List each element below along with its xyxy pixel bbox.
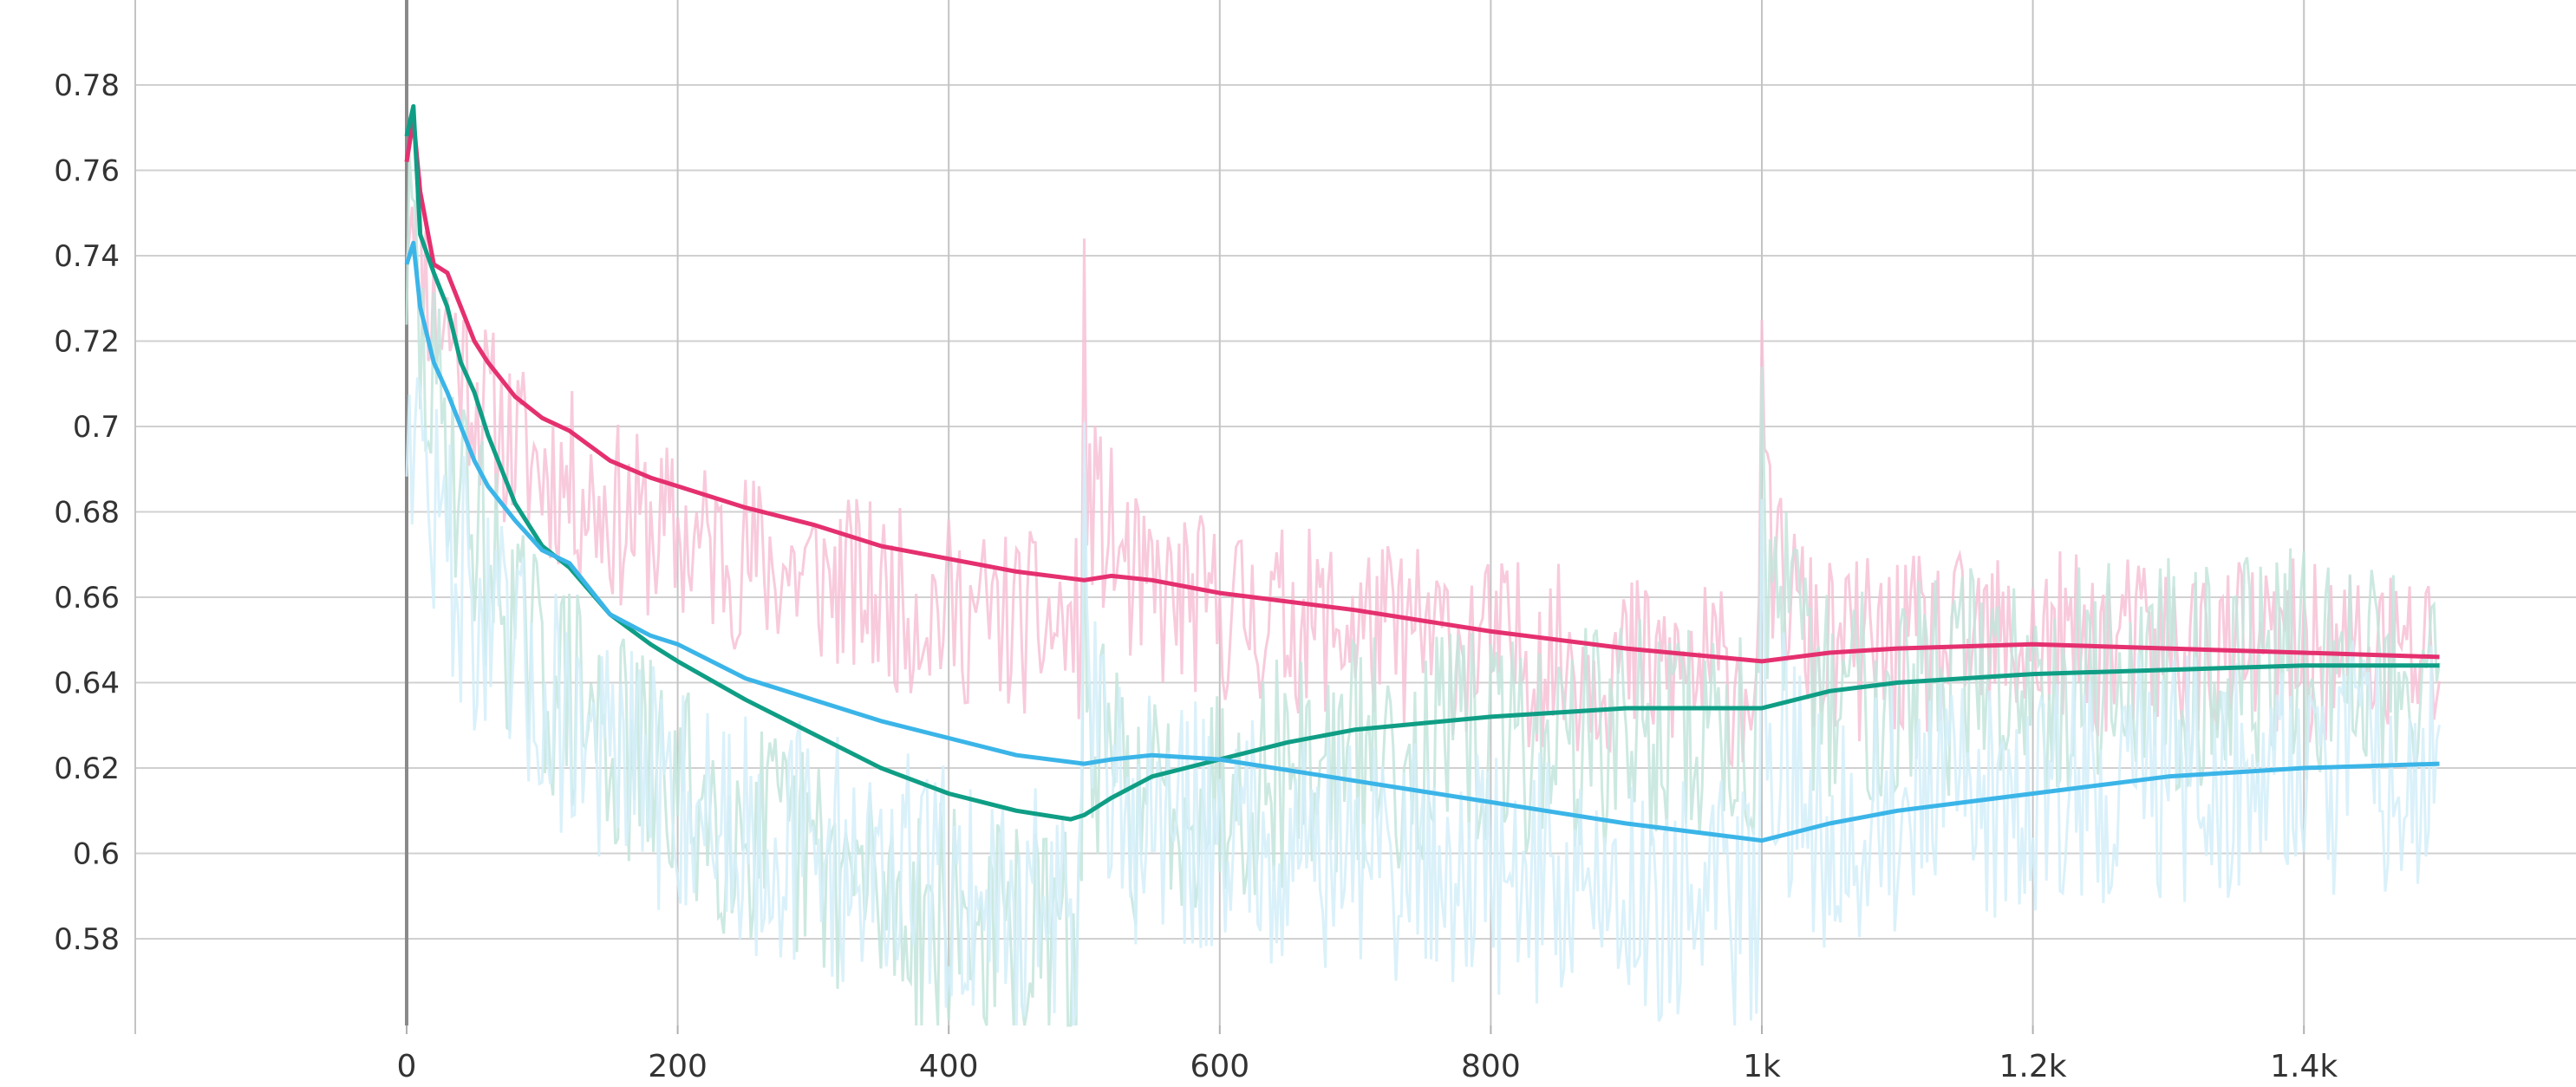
x-tick-label: 600: [1190, 1049, 1249, 1084]
y-tick-label: 0.72: [54, 325, 120, 360]
smoothed-series-line-3: [404, 240, 2440, 843]
x-tick-label: 1.4k: [2270, 1049, 2338, 1084]
y-tick-label: 0.76: [54, 154, 120, 189]
x-tick-label: 1k: [1743, 1049, 1781, 1084]
y-tick-label: 0.6: [73, 837, 120, 872]
y-tick-label: 0.62: [54, 752, 120, 786]
x-tick-label: 400: [919, 1049, 979, 1084]
raw-series-line-1: [405, 169, 2441, 769]
y-tick-label: 0.68: [54, 496, 120, 530]
grid: [134, 0, 2576, 1034]
x-tick-label: 1.2k: [1999, 1049, 2067, 1084]
y-tick-label: 0.78: [54, 68, 120, 103]
y-tick-label: 0.74: [54, 239, 120, 274]
x-tick-label: 0: [397, 1049, 417, 1084]
raw-series-layer: [405, 154, 2441, 1027]
smoothed-series-line-1: [404, 116, 2440, 664]
x-tick-label: 800: [1461, 1049, 1521, 1084]
y-tick-label: 0.64: [54, 667, 120, 701]
y-tick-label: 0.58: [54, 922, 120, 957]
tick-labels: 0.58 0.6 0.62 0.64 0.66 0.68 0.7 0.72 0.74 0.76 0.…: [54, 68, 2338, 1084]
y-tick-label: 0.66: [54, 581, 120, 615]
x-tick-label: 200: [648, 1049, 708, 1084]
smoothed-series-line-2: [404, 104, 2440, 822]
y-tick-label: 0.7: [73, 410, 120, 445]
smoothed-series-layer: [404, 104, 2440, 843]
